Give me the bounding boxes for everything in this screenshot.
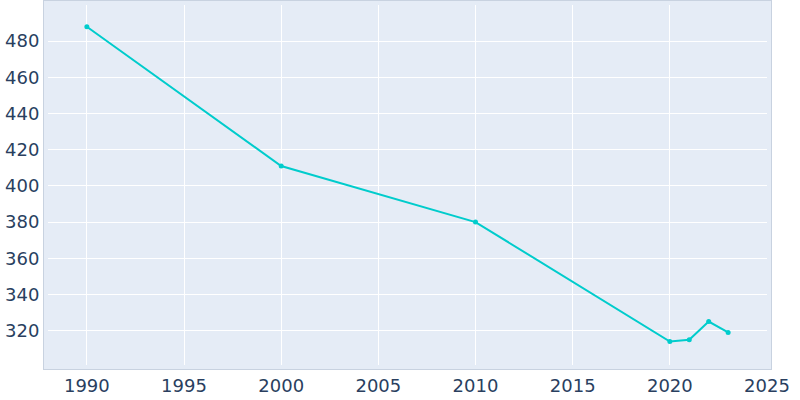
svg-text:2010: 2010 <box>453 375 499 396</box>
svg-text:2015: 2015 <box>550 375 596 396</box>
svg-text:320: 320 <box>5 320 39 341</box>
svg-text:380: 380 <box>5 211 39 232</box>
svg-text:2020: 2020 <box>647 375 693 396</box>
svg-text:2005: 2005 <box>355 375 401 396</box>
svg-text:460: 460 <box>5 67 39 88</box>
svg-text:360: 360 <box>5 248 39 269</box>
svg-text:400: 400 <box>5 175 39 196</box>
svg-text:420: 420 <box>5 139 39 160</box>
svg-text:480: 480 <box>5 30 39 51</box>
svg-text:340: 340 <box>5 284 39 305</box>
svg-text:440: 440 <box>5 103 39 124</box>
svg-text:2000: 2000 <box>258 375 304 396</box>
svg-text:1990: 1990 <box>64 375 110 396</box>
svg-text:2025: 2025 <box>744 375 790 396</box>
svg-text:1995: 1995 <box>161 375 207 396</box>
